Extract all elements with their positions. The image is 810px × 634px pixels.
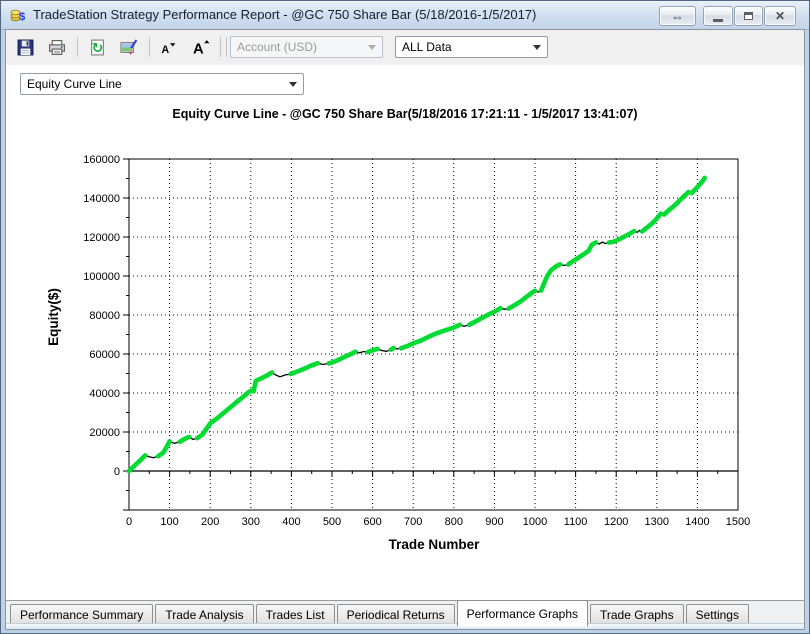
x-tick-label: 500 xyxy=(323,516,341,528)
y-axis-title: Equity($) xyxy=(46,288,61,346)
x-tick-label: 800 xyxy=(445,516,463,528)
equity-curve-green-segment xyxy=(194,388,254,441)
equity-curve-green-segment xyxy=(288,360,321,377)
font-decrease-button[interactable]: A xyxy=(156,35,182,59)
resize-arrows-icon: ⇔ xyxy=(671,8,684,24)
resize-window-button[interactable]: ⇔ xyxy=(659,6,696,26)
y-tick-label: 20000 xyxy=(89,427,120,439)
svg-text:A: A xyxy=(161,43,169,55)
restore-button[interactable] xyxy=(734,6,763,26)
print-icon xyxy=(49,39,65,55)
performance-graphs-panel: Equity Curve Line Equity Curve Line - @G… xyxy=(6,65,804,600)
equity-curve-green-segment xyxy=(538,262,563,293)
equity-curve-green-segment xyxy=(398,322,463,351)
account-select: Account (USD) xyxy=(230,36,383,58)
y-tick-label: 80000 xyxy=(89,310,120,322)
x-tick-label: 1400 xyxy=(685,516,709,528)
tab-performance-graphs[interactable]: Performance Graphs xyxy=(456,600,588,627)
equity-curve-chart: Trade Number Equity($) 0 100 200 300 400 500 6… xyxy=(46,154,750,552)
dropdown-arrow-icon xyxy=(289,82,297,87)
equity-curve-green-segment xyxy=(388,345,396,352)
y-tick-label: 120000 xyxy=(83,232,120,244)
x-tick-label: 100 xyxy=(160,516,178,528)
tab-periodical-returns[interactable]: Periodical Returns xyxy=(336,604,455,626)
y-tick-label: 160000 xyxy=(83,154,120,166)
account-select-value: Account (USD) xyxy=(237,40,318,54)
status-strip xyxy=(6,623,804,629)
save-icon xyxy=(17,39,33,55)
minimize-icon xyxy=(713,19,723,22)
x-tick-label: 200 xyxy=(201,516,219,528)
y-tick-label: 140000 xyxy=(83,193,120,205)
close-button[interactable]: ✕ xyxy=(764,6,796,26)
print-button[interactable] xyxy=(44,35,70,59)
x-tick-label: 1200 xyxy=(604,516,628,528)
graph-type-select[interactable]: Equity Curve Line xyxy=(20,73,304,95)
x-tick-label: 300 xyxy=(242,516,260,528)
data-range-select[interactable]: ALL Data xyxy=(395,36,548,58)
y-tick-label: 100000 xyxy=(83,271,120,283)
x-tick-label: 900 xyxy=(485,516,503,528)
equity-curve-green-segment xyxy=(326,349,358,366)
edit-image-button[interactable] xyxy=(116,35,142,59)
equity-curve-green-segment xyxy=(506,288,538,311)
title-bar: $ TradeStation Strategy Performance Repo… xyxy=(1,1,809,30)
toolbar: ↻ A xyxy=(6,30,804,66)
client-area: ↻ A xyxy=(5,29,805,630)
svg-text:A: A xyxy=(192,41,203,56)
equity-curve-green-segment xyxy=(177,434,192,445)
save-button[interactable] xyxy=(12,35,38,59)
equity-curve-green-segment xyxy=(606,228,637,245)
x-tick-label: 600 xyxy=(363,516,381,528)
equity-curve-green-segment xyxy=(251,370,275,394)
edit-image-icon xyxy=(120,39,138,55)
font-increase-button[interactable]: A xyxy=(188,35,214,59)
x-tick-label: 0 xyxy=(126,516,132,528)
x-tick-label: 1100 xyxy=(564,516,588,528)
equity-curve-green-segment xyxy=(639,211,664,234)
coins-dollar-icon: $ xyxy=(10,9,25,23)
x-tick-label: 1000 xyxy=(523,516,547,528)
toolbar-separator xyxy=(220,37,221,57)
svg-text:$: $ xyxy=(19,11,25,23)
tab-settings[interactable]: Settings xyxy=(685,604,749,626)
y-tick-label: 60000 xyxy=(89,349,120,361)
close-icon: ✕ xyxy=(774,9,786,23)
equity-curve-green-segment xyxy=(566,240,599,267)
window-title: TradeStation Strategy Performance Report… xyxy=(33,7,537,22)
toolbar-separator xyxy=(149,37,150,57)
x-tick-label: 1300 xyxy=(645,516,669,528)
equity-curve-green-segment xyxy=(689,175,707,196)
restore-icon xyxy=(744,12,753,20)
dropdown-arrow-icon xyxy=(533,45,541,50)
font-increase-icon: A xyxy=(192,40,209,56)
data-range-select-value: ALL Data xyxy=(402,40,452,54)
y-tick-label: 40000 xyxy=(89,388,120,400)
font-decrease-icon: A xyxy=(161,42,176,55)
equity-curve-green-segment xyxy=(661,189,691,217)
x-tick-label: 400 xyxy=(282,516,300,528)
chart-title: Equity Curve Line - @GC 750 Share Bar(5/… xyxy=(172,107,638,121)
tab-performance-summary[interactable]: Performance Summary xyxy=(10,604,154,626)
equity-curve-green-segment xyxy=(155,439,172,459)
x-axis-title: Trade Number xyxy=(389,537,481,552)
x-tick-label: 1500 xyxy=(726,516,750,528)
dropdown-arrow-icon xyxy=(368,45,376,50)
toolbar-separator xyxy=(226,37,227,57)
equity-curve-green-segment xyxy=(365,346,380,355)
refresh-icon: ↻ xyxy=(90,39,104,56)
equity-curve-green-segment xyxy=(466,305,503,328)
y-tick-label: 0 xyxy=(114,466,120,478)
x-tick-label: 700 xyxy=(404,516,422,528)
refresh-button[interactable]: ↻ xyxy=(84,35,110,59)
minimize-button[interactable] xyxy=(703,6,733,26)
graph-type-select-value: Equity Curve Line xyxy=(27,77,122,91)
equity-curve-green-segment xyxy=(126,453,148,474)
toolbar-separator xyxy=(77,37,78,57)
svg-text:↻: ↻ xyxy=(91,40,103,56)
